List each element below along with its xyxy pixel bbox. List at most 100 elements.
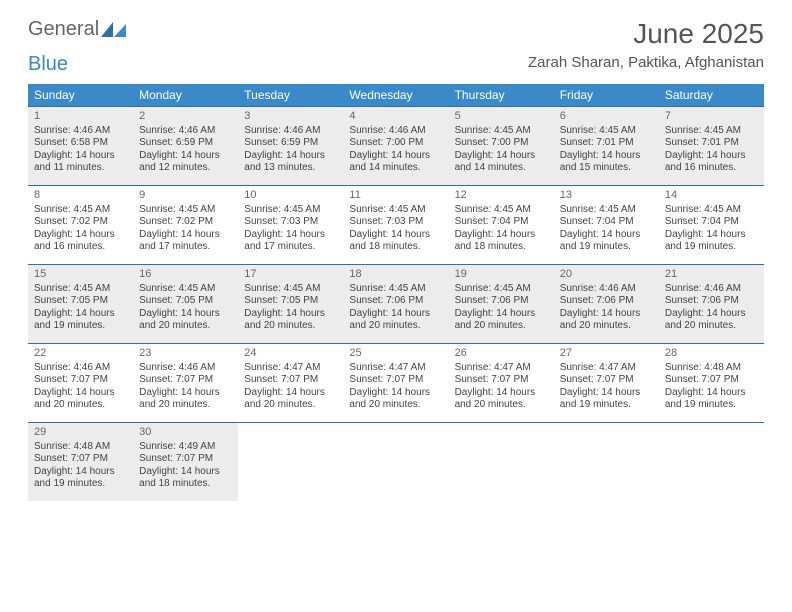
day-dl1: Daylight: 14 hours bbox=[139, 308, 232, 321]
day-sunset: Sunset: 6:58 PM bbox=[34, 137, 127, 150]
day-cell: 27Sunrise: 4:47 AMSunset: 7:07 PMDayligh… bbox=[554, 344, 659, 422]
day-dl2: and 16 minutes. bbox=[665, 162, 758, 175]
day-sunrise: Sunrise: 4:45 AM bbox=[244, 204, 337, 217]
day-dl2: and 14 minutes. bbox=[349, 162, 442, 175]
day-number: 8 bbox=[34, 189, 127, 203]
day-dl2: and 20 minutes. bbox=[560, 320, 653, 333]
day-number: 2 bbox=[139, 110, 232, 124]
day-sunrise: Sunrise: 4:46 AM bbox=[139, 362, 232, 375]
day-number: 5 bbox=[455, 110, 548, 124]
day-sunrise: Sunrise: 4:46 AM bbox=[560, 283, 653, 296]
day-sunrise: Sunrise: 4:46 AM bbox=[665, 283, 758, 296]
day-sunrise: Sunrise: 4:48 AM bbox=[665, 362, 758, 375]
day-dl2: and 13 minutes. bbox=[244, 162, 337, 175]
day-cell: 14Sunrise: 4:45 AMSunset: 7:04 PMDayligh… bbox=[659, 186, 764, 264]
day-dl1: Daylight: 14 hours bbox=[139, 150, 232, 163]
day-number: 11 bbox=[349, 189, 442, 203]
day-sunrise: Sunrise: 4:45 AM bbox=[455, 283, 548, 296]
day-number: 4 bbox=[349, 110, 442, 124]
day-number: 12 bbox=[455, 189, 548, 203]
day-sunrise: Sunrise: 4:46 AM bbox=[244, 125, 337, 138]
weekday-saturday: Saturday bbox=[659, 84, 764, 106]
day-sunrise: Sunrise: 4:48 AM bbox=[34, 441, 127, 454]
day-sunset: Sunset: 7:04 PM bbox=[665, 216, 758, 229]
day-number: 21 bbox=[665, 268, 758, 282]
day-sunset: Sunset: 7:05 PM bbox=[139, 295, 232, 308]
day-dl2: and 19 minutes. bbox=[560, 399, 653, 412]
weekday-monday: Monday bbox=[133, 84, 238, 106]
day-number: 6 bbox=[560, 110, 653, 124]
day-sunset: Sunset: 7:07 PM bbox=[455, 374, 548, 387]
day-sunrise: Sunrise: 4:45 AM bbox=[139, 283, 232, 296]
day-cell: 29Sunrise: 4:48 AMSunset: 7:07 PMDayligh… bbox=[28, 423, 133, 501]
day-sunrise: Sunrise: 4:49 AM bbox=[139, 441, 232, 454]
weekday-friday: Friday bbox=[554, 84, 659, 106]
day-sunrise: Sunrise: 4:45 AM bbox=[560, 204, 653, 217]
weeks-container: 1Sunrise: 4:46 AMSunset: 6:58 PMDaylight… bbox=[28, 106, 764, 501]
day-dl2: and 19 minutes. bbox=[665, 399, 758, 412]
day-sunrise: Sunrise: 4:46 AM bbox=[34, 362, 127, 375]
day-cell: 20Sunrise: 4:46 AMSunset: 7:06 PMDayligh… bbox=[554, 265, 659, 343]
day-dl2: and 18 minutes. bbox=[349, 241, 442, 254]
day-sunset: Sunset: 7:07 PM bbox=[139, 453, 232, 466]
day-dl1: Daylight: 14 hours bbox=[244, 308, 337, 321]
day-cell: 28Sunrise: 4:48 AMSunset: 7:07 PMDayligh… bbox=[659, 344, 764, 422]
day-number: 16 bbox=[139, 268, 232, 282]
day-sunrise: Sunrise: 4:46 AM bbox=[139, 125, 232, 138]
day-sunrise: Sunrise: 4:46 AM bbox=[349, 125, 442, 138]
day-dl2: and 20 minutes. bbox=[244, 399, 337, 412]
weekday-thursday: Thursday bbox=[449, 84, 554, 106]
day-sunset: Sunset: 7:05 PM bbox=[244, 295, 337, 308]
month-title: June 2025 bbox=[528, 18, 764, 50]
day-sunrise: Sunrise: 4:46 AM bbox=[34, 125, 127, 138]
day-number: 19 bbox=[455, 268, 548, 282]
day-number: 13 bbox=[560, 189, 653, 203]
day-dl1: Daylight: 14 hours bbox=[665, 150, 758, 163]
day-dl2: and 18 minutes. bbox=[139, 478, 232, 491]
day-number: 28 bbox=[665, 347, 758, 361]
calendar-grid: Sunday Monday Tuesday Wednesday Thursday… bbox=[28, 84, 764, 501]
week-row: 29Sunrise: 4:48 AMSunset: 7:07 PMDayligh… bbox=[28, 422, 764, 501]
day-sunrise: Sunrise: 4:45 AM bbox=[349, 204, 442, 217]
day-dl2: and 18 minutes. bbox=[455, 241, 548, 254]
day-dl1: Daylight: 14 hours bbox=[139, 387, 232, 400]
day-number: 15 bbox=[34, 268, 127, 282]
day-dl2: and 20 minutes. bbox=[455, 399, 548, 412]
day-cell: 12Sunrise: 4:45 AMSunset: 7:04 PMDayligh… bbox=[449, 186, 554, 264]
day-number: 18 bbox=[349, 268, 442, 282]
day-sunrise: Sunrise: 4:45 AM bbox=[34, 204, 127, 217]
day-number: 7 bbox=[665, 110, 758, 124]
day-sunrise: Sunrise: 4:47 AM bbox=[349, 362, 442, 375]
day-dl1: Daylight: 14 hours bbox=[455, 308, 548, 321]
day-sunset: Sunset: 7:00 PM bbox=[455, 137, 548, 150]
day-sunset: Sunset: 7:06 PM bbox=[560, 295, 653, 308]
day-dl1: Daylight: 14 hours bbox=[455, 387, 548, 400]
day-number: 25 bbox=[349, 347, 442, 361]
day-sunset: Sunset: 7:07 PM bbox=[139, 374, 232, 387]
day-number: 14 bbox=[665, 189, 758, 203]
day-sunrise: Sunrise: 4:47 AM bbox=[560, 362, 653, 375]
weekday-sunday: Sunday bbox=[28, 84, 133, 106]
brand-word1: General bbox=[28, 18, 99, 41]
day-sunset: Sunset: 7:01 PM bbox=[560, 137, 653, 150]
day-dl1: Daylight: 14 hours bbox=[665, 387, 758, 400]
day-dl2: and 12 minutes. bbox=[139, 162, 232, 175]
day-dl1: Daylight: 14 hours bbox=[560, 387, 653, 400]
day-cell: 5Sunrise: 4:45 AMSunset: 7:00 PMDaylight… bbox=[449, 107, 554, 185]
day-number: 23 bbox=[139, 347, 232, 361]
day-number: 30 bbox=[139, 426, 232, 440]
day-sunset: Sunset: 7:03 PM bbox=[349, 216, 442, 229]
day-cell: 3Sunrise: 4:46 AMSunset: 6:59 PMDaylight… bbox=[238, 107, 343, 185]
day-sunset: Sunset: 7:01 PM bbox=[665, 137, 758, 150]
weekday-header-row: Sunday Monday Tuesday Wednesday Thursday… bbox=[28, 84, 764, 106]
day-cell: 11Sunrise: 4:45 AMSunset: 7:03 PMDayligh… bbox=[343, 186, 448, 264]
day-dl1: Daylight: 14 hours bbox=[34, 308, 127, 321]
day-sunset: Sunset: 7:06 PM bbox=[349, 295, 442, 308]
day-sunrise: Sunrise: 4:45 AM bbox=[349, 283, 442, 296]
day-dl1: Daylight: 14 hours bbox=[244, 387, 337, 400]
empty-cell bbox=[554, 423, 659, 501]
day-sunrise: Sunrise: 4:47 AM bbox=[455, 362, 548, 375]
day-cell: 4Sunrise: 4:46 AMSunset: 7:00 PMDaylight… bbox=[343, 107, 448, 185]
empty-cell bbox=[343, 423, 448, 501]
day-dl1: Daylight: 14 hours bbox=[665, 229, 758, 242]
